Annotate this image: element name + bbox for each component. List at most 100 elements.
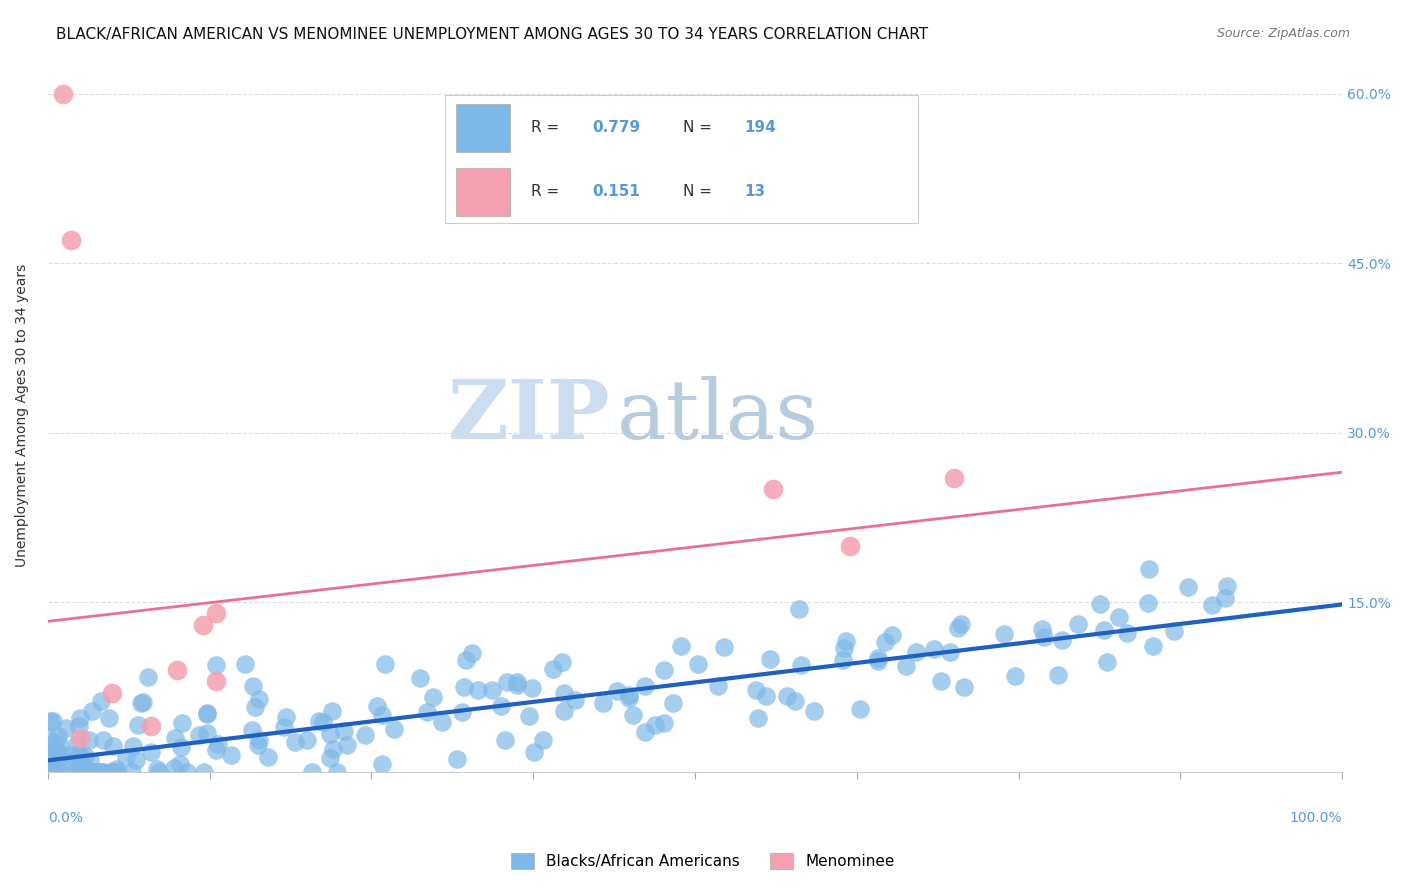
Point — [1201, 599, 1223, 613]
Point — [839, 539, 862, 553]
Point — [1108, 610, 1130, 624]
Point — [617, 690, 640, 705]
Point — [188, 728, 211, 742]
Point — [460, 646, 482, 660]
Point — [48, 764, 70, 779]
Text: Source: ZipAtlas.com: Source: ZipAtlas.com — [1216, 27, 1350, 40]
Point — [634, 724, 657, 739]
Point — [242, 679, 264, 693]
Point — [790, 657, 813, 672]
Point — [136, 669, 159, 683]
Text: ZIP: ZIP — [449, 376, 610, 456]
Text: BLACK/AFRICAN AMERICAN VS MENOMINEE UNEMPLOYMENT AMONG AGES 30 TO 34 YEARS CORRE: BLACK/AFRICAN AMERICAN VS MENOMINEE UNEM… — [56, 27, 928, 42]
Point — [321, 704, 343, 718]
Point — [46, 729, 69, 743]
Text: R =: R = — [530, 184, 568, 199]
Point — [66, 764, 89, 779]
Point — [745, 683, 768, 698]
Point — [644, 717, 666, 731]
Point — [456, 652, 478, 666]
Legend: Blacks/African Americans, Menominee: Blacks/African Americans, Menominee — [505, 847, 901, 875]
Point — [82, 704, 104, 718]
Point — [366, 699, 388, 714]
Point — [1004, 669, 1026, 683]
Point — [38, 757, 60, 772]
Point — [430, 715, 453, 730]
Text: R =: R = — [530, 120, 564, 135]
Point — [97, 711, 120, 725]
Point — [103, 739, 125, 753]
Point — [90, 764, 112, 779]
Point — [446, 752, 468, 766]
Point — [41, 757, 63, 772]
Point — [938, 645, 960, 659]
Text: 0.779: 0.779 — [593, 120, 641, 135]
Point — [141, 719, 163, 733]
Point — [371, 757, 394, 772]
Point — [311, 715, 333, 730]
Point — [60, 234, 83, 248]
Point — [247, 692, 270, 706]
Point — [671, 639, 693, 653]
Point — [453, 680, 475, 694]
Point — [37, 731, 59, 745]
Point — [1095, 655, 1118, 669]
Point — [520, 681, 543, 695]
Point — [67, 764, 90, 779]
Point — [49, 747, 72, 761]
Point — [273, 720, 295, 734]
Point — [374, 657, 396, 671]
Point — [319, 726, 342, 740]
Point — [72, 751, 94, 765]
Point — [747, 711, 769, 725]
Point — [1050, 632, 1073, 647]
Point — [107, 764, 129, 779]
Point — [98, 764, 121, 779]
Point — [506, 674, 529, 689]
Point — [904, 645, 927, 659]
Point — [621, 708, 644, 723]
Point — [319, 751, 342, 765]
Point — [1092, 623, 1115, 637]
Point — [284, 735, 307, 749]
Point — [543, 662, 565, 676]
Point — [79, 754, 101, 768]
Point — [506, 678, 529, 692]
Point — [176, 764, 198, 779]
Point — [592, 696, 614, 710]
Point — [634, 679, 657, 693]
Point — [832, 641, 855, 656]
Point — [551, 655, 574, 669]
Point — [882, 628, 904, 642]
Point — [652, 716, 675, 731]
Point — [170, 715, 193, 730]
FancyBboxPatch shape — [456, 103, 510, 153]
Point — [759, 652, 782, 666]
Point — [39, 714, 62, 728]
Point — [866, 650, 889, 665]
Point — [371, 708, 394, 723]
Point — [950, 617, 973, 632]
Point — [1213, 591, 1236, 606]
Point — [44, 735, 66, 749]
Point — [49, 764, 72, 779]
Point — [86, 764, 108, 779]
Point — [1177, 580, 1199, 594]
Y-axis label: Unemployment Among Ages 30 to 34 years: Unemployment Among Ages 30 to 34 years — [15, 264, 30, 567]
Point — [274, 709, 297, 723]
Point — [494, 733, 516, 747]
Point — [191, 617, 214, 632]
Point — [617, 688, 640, 702]
Point — [163, 761, 186, 775]
Point — [942, 471, 965, 485]
Point — [564, 693, 586, 707]
Point — [322, 742, 344, 756]
Point — [553, 704, 575, 718]
Point — [235, 657, 257, 671]
Point — [517, 708, 540, 723]
Point — [37, 739, 59, 753]
Point — [91, 764, 114, 779]
Point — [688, 657, 710, 672]
Point — [1142, 639, 1164, 653]
Point — [1137, 596, 1160, 610]
